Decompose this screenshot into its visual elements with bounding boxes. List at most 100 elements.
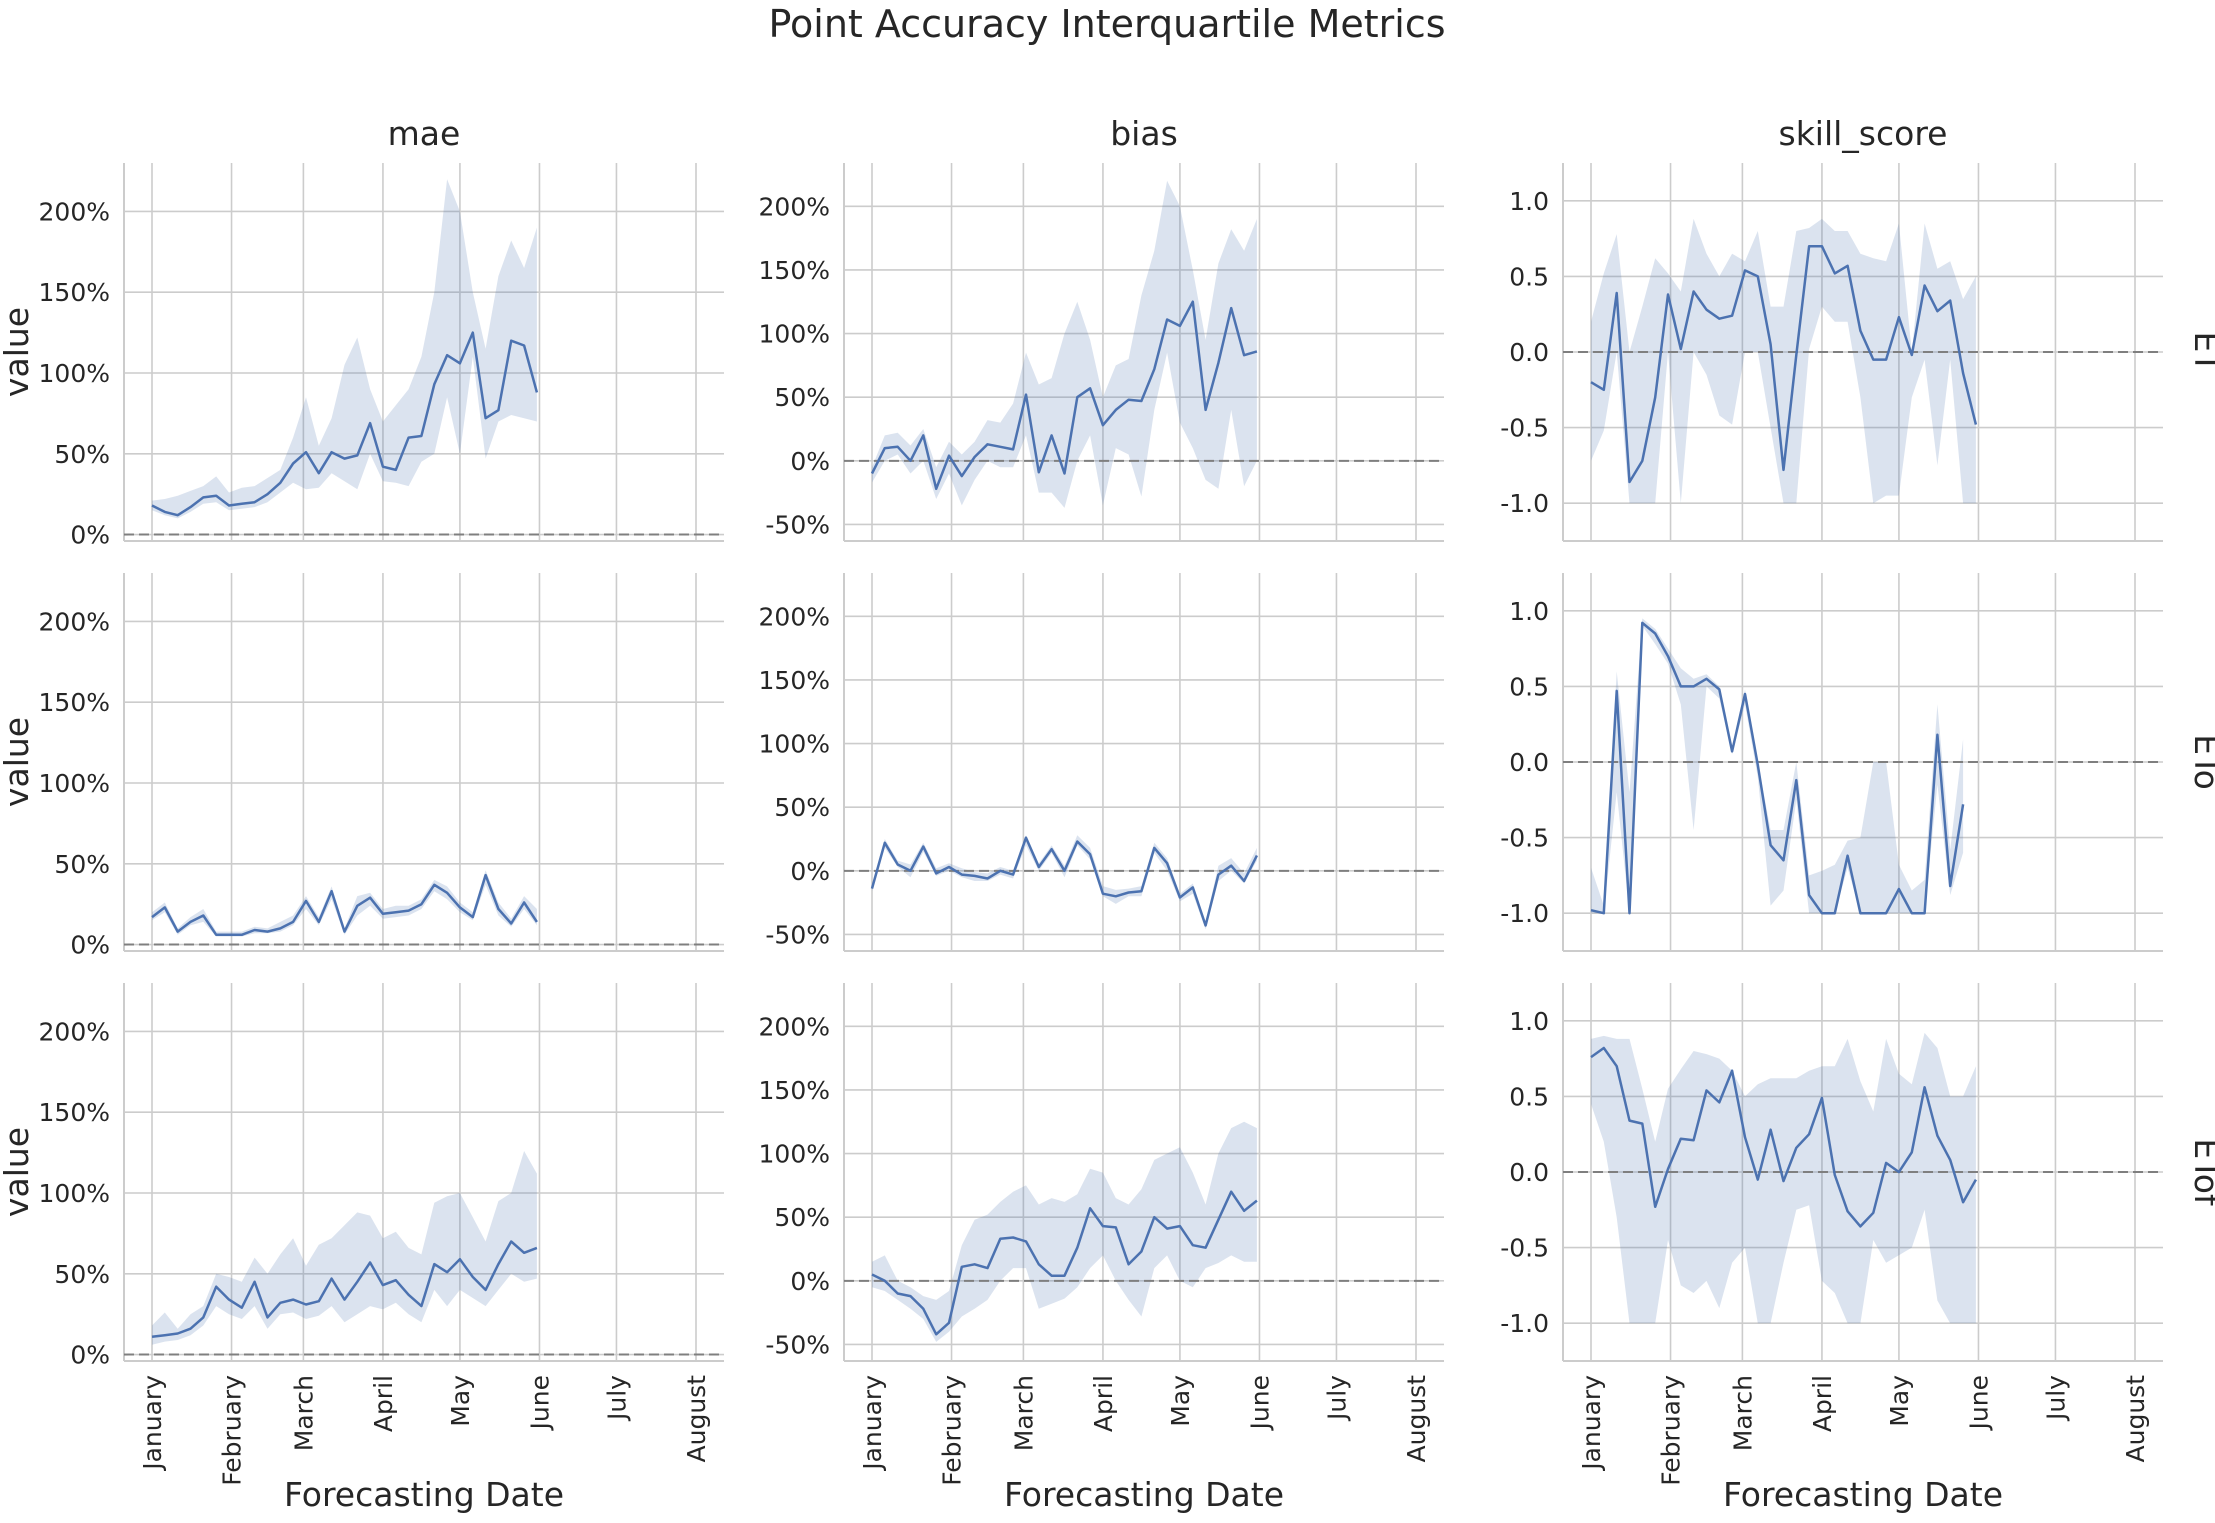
panel-eto-mae: 0% 50% 100% 150% 200% value — [0, 573, 724, 960]
y-tick-label: 0.5 — [1509, 262, 1549, 291]
y-tick-label: 200% — [759, 602, 830, 631]
y-tick-label: 0.5 — [1509, 672, 1549, 701]
y-tick-label: 150% — [759, 256, 830, 285]
panel-etof-mae: 0% 50% 100% 150% 200% value January February Mar… — [0, 983, 724, 1514]
y-tick-label: 100% — [759, 730, 830, 759]
y-tick-label: 200% — [39, 1017, 110, 1046]
x-axis-label: Forecasting Date — [1004, 1475, 1284, 1514]
x-tick-label: July — [602, 1375, 631, 1422]
median-line — [870, 300, 1258, 491]
y-tick-label: 0% — [70, 521, 110, 550]
y-tick-label: 150% — [39, 1098, 110, 1127]
x-tick-label: May — [446, 1375, 475, 1427]
x-tick-label: January — [138, 1375, 167, 1472]
x-tick-label: May — [1166, 1375, 1195, 1427]
panel-eto-skill-score: -1.0 -0.5 0.0 0.5 1.0 ETo — [1500, 573, 2215, 952]
x-tick-label: July — [2041, 1375, 2070, 1422]
interquartile-band — [872, 835, 1257, 930]
x-tick-label: June — [1964, 1375, 1993, 1431]
y-tick-label: 0.5 — [1509, 1082, 1549, 1111]
y-tick-label: 0% — [790, 857, 830, 886]
y-tick-label: -0.5 — [1500, 824, 1549, 853]
x-tick-label: August — [682, 1375, 711, 1463]
x-axis-label: Forecasting Date — [1723, 1475, 2003, 1514]
median-line — [1590, 244, 1978, 484]
x-tick-label: February — [938, 1375, 967, 1486]
y-tick-label: 50% — [54, 440, 110, 469]
median-line — [151, 1240, 538, 1339]
row-label: ETof — [2187, 1138, 2215, 1207]
panel-et-skill-score: -1.0 -0.5 0.0 0.5 1.0 skill_score ET — [1500, 114, 2215, 542]
x-tick-label: March — [1009, 1375, 1038, 1451]
y-tick-label: 100% — [39, 769, 110, 798]
y-tick-label: 150% — [759, 666, 830, 695]
y-tick-label: 0.0 — [1509, 1158, 1549, 1187]
interquartile-band — [872, 1121, 1257, 1342]
panel-et-mae: 0% 50% 100% 150% 200% mae value — [0, 114, 724, 550]
y-tick-label: 0% — [790, 447, 830, 476]
x-tick-label: April — [1808, 1375, 1837, 1432]
y-tick-label: 50% — [774, 1203, 830, 1232]
y-tick-label: 0% — [70, 1341, 110, 1370]
y-tick-label: -50% — [765, 1330, 830, 1359]
interquartile-band — [1591, 218, 1976, 504]
figure-title: Point Accuracy Interquartile Metrics — [768, 2, 1445, 46]
panel-et-bias: -50% 0% 50% 100% 150% 200% bias — [759, 114, 1444, 542]
y-tick-label: 1.0 — [1509, 187, 1549, 216]
y-tick-label: 200% — [759, 192, 830, 221]
y-tick-label: 50% — [774, 793, 830, 822]
x-tick-label: March — [289, 1375, 318, 1451]
x-tick-label: January — [858, 1375, 887, 1472]
x-tick-label: April — [1089, 1375, 1118, 1432]
column-title: skill_score — [1779, 114, 1948, 153]
median-line — [871, 1190, 1258, 1336]
y-tick-label: 1.0 — [1509, 1007, 1549, 1036]
median-line — [151, 873, 538, 937]
y-tick-label: 100% — [759, 1140, 830, 1169]
x-tick-label: August — [1402, 1375, 1431, 1463]
y-tick-label: -1.0 — [1500, 489, 1549, 518]
panel-etof-skill-score: -1.0 -0.5 0.0 0.5 1.0 ETof January February Marc… — [1500, 983, 2215, 1514]
median-line — [151, 331, 539, 517]
y-tick-label: 50% — [54, 850, 110, 879]
median-line — [870, 836, 1259, 927]
y-tick-label: -50% — [765, 920, 830, 949]
column-title: mae — [388, 114, 461, 153]
y-tick-label: 200% — [39, 607, 110, 636]
y-tick-label: 150% — [759, 1076, 830, 1105]
y-tick-label: 0.0 — [1509, 338, 1549, 367]
x-tick-label: February — [218, 1375, 247, 1486]
row-label: ET — [2187, 331, 2215, 373]
x-tick-label: March — [1728, 1375, 1757, 1451]
y-tick-label: -0.5 — [1500, 414, 1549, 443]
y-tick-label: -1.0 — [1500, 899, 1549, 928]
x-tick-label: January — [1577, 1375, 1606, 1472]
x-tick-label: July — [1322, 1375, 1351, 1422]
y-tick-label: 150% — [39, 688, 110, 717]
y-axis-label: value — [0, 717, 36, 807]
x-tick-label: June — [525, 1375, 554, 1431]
x-tick-label: April — [369, 1375, 398, 1432]
y-tick-label: -0.5 — [1500, 1234, 1549, 1263]
facet-grid: 0% 50% 100% 150% 200% mae value -50% 0% 50% 100% 15… — [0, 114, 2215, 1514]
y-tick-label: 0% — [790, 1267, 830, 1296]
y-tick-label: 0% — [70, 931, 110, 960]
y-tick-label: 50% — [774, 383, 830, 412]
y-tick-label: 100% — [759, 320, 830, 349]
interquartile-band — [1591, 618, 1964, 914]
y-tick-label: -50% — [765, 510, 830, 539]
y-tick-label: 50% — [54, 1260, 110, 1289]
column-title: bias — [1110, 114, 1178, 153]
interquartile-band — [152, 1151, 537, 1345]
y-tick-label: 200% — [39, 197, 110, 226]
median-line — [1590, 621, 1965, 915]
y-tick-label: -1.0 — [1500, 1309, 1549, 1338]
y-tick-label: 100% — [39, 1179, 110, 1208]
y-tick-label: 100% — [39, 359, 110, 388]
x-tick-label: August — [2121, 1375, 2150, 1463]
row-label: ETo — [2187, 734, 2215, 790]
interquartile-band — [152, 870, 537, 937]
interquartile-band — [872, 180, 1257, 508]
panel-etof-bias: -50% 0% 50% 100% 150% 200% January February Marc… — [759, 983, 1444, 1514]
